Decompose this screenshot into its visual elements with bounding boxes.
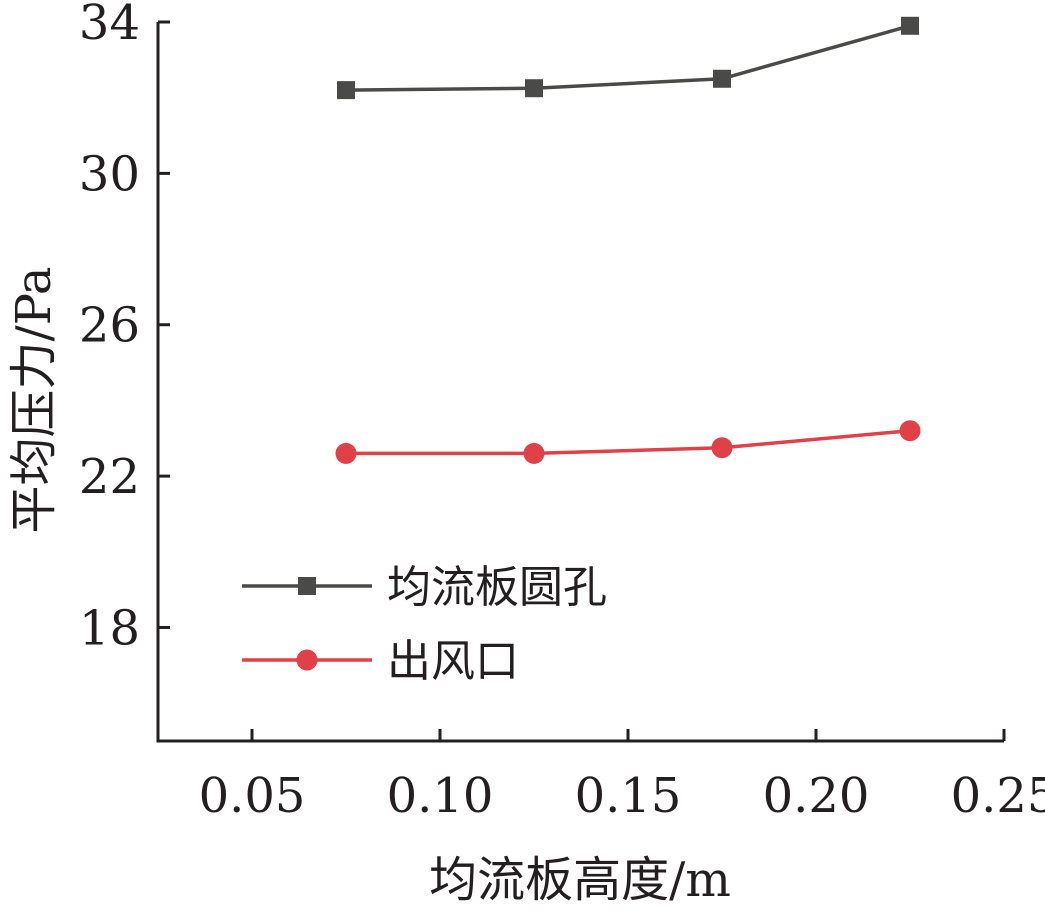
series-2 <box>335 420 921 464</box>
data-point-square <box>525 79 543 98</box>
data-point-circle <box>899 420 921 442</box>
series-1 <box>337 16 919 100</box>
y-tick-label: 22 <box>79 449 140 505</box>
x-tick-label: 0.15 <box>575 768 682 824</box>
data-point-square <box>901 16 919 35</box>
legend-marker-square <box>298 577 316 595</box>
series-line <box>346 428 911 456</box>
data-point-circle <box>335 442 357 464</box>
data-point-circle <box>523 442 545 464</box>
legend-label: 均流板圆孔 <box>387 562 607 613</box>
x-axis-title: 均流板高度/m <box>429 852 731 908</box>
legend-label: 出风口 <box>387 636 519 687</box>
y-tick-label: 34 <box>79 0 140 51</box>
y-axis-title: 平均压力/Pa <box>6 267 62 534</box>
series-layer <box>335 16 921 464</box>
y-tick-label: 18 <box>79 600 140 656</box>
series-line <box>345 24 911 92</box>
ticks: 0.05 0.10 0.15 0.20 0.25 18 22 26 30 34 <box>79 0 1045 824</box>
x-tick-label: 0.25 <box>951 768 1045 824</box>
data-point-square <box>337 81 355 100</box>
axes <box>156 22 1004 743</box>
y-tick-label: 26 <box>79 298 140 354</box>
y-tick-label: 30 <box>79 146 140 202</box>
legend-marker-circle <box>296 649 318 671</box>
legend-item-2: 出风口 <box>242 636 519 687</box>
data-point-circle <box>711 437 733 459</box>
data-point-square <box>713 69 731 88</box>
x-tick-label: 0.05 <box>199 768 306 824</box>
x-tick-label: 0.10 <box>387 768 494 824</box>
legend-item-1: 均流板圆孔 <box>242 562 607 613</box>
x-tick-label: 0.20 <box>763 768 870 824</box>
